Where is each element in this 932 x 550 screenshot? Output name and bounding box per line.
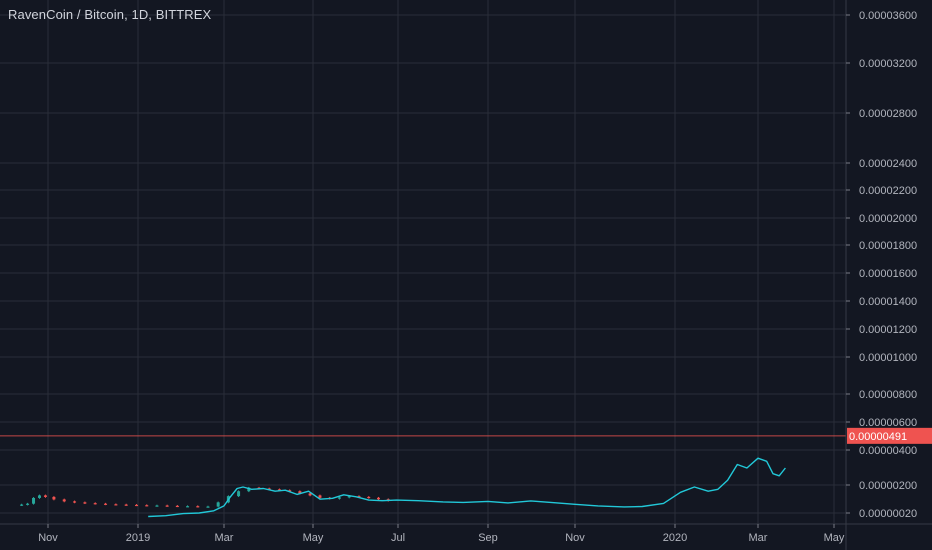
y-tick-label: 0.00001400: [859, 296, 917, 308]
candle-body: [43, 495, 47, 497]
candle-body: [216, 502, 220, 507]
candle-body: [376, 497, 380, 500]
comparison-line-series: [148, 457, 786, 518]
y-tick-label: 0.00000800: [859, 389, 917, 401]
candle-body: [20, 504, 24, 506]
candle-body: [175, 505, 179, 508]
y-tick-label: 0.00002200: [859, 185, 917, 197]
candle-body: [318, 495, 322, 498]
x-tick-label: Sep: [478, 532, 498, 544]
y-tick-label: 0.00002000: [859, 213, 917, 225]
y-tick-label: 0.00000400: [859, 445, 917, 457]
x-tick-label: May: [824, 532, 845, 544]
y-tick-label: 0.00002800: [859, 108, 917, 120]
candle-body: [32, 497, 36, 504]
candle-body: [337, 497, 341, 499]
candle-body: [206, 506, 210, 508]
y-tick-label: 0.00003200: [859, 58, 917, 70]
candle-body: [26, 503, 30, 505]
x-tick-label: May: [303, 532, 324, 544]
candle-body: [237, 491, 241, 497]
series-line: [148, 457, 786, 518]
candle-body: [308, 493, 312, 496]
y-tick-label: 0.00001800: [859, 240, 917, 252]
candle-body: [186, 506, 190, 508]
y-tick-label: 0.00002400: [859, 158, 917, 170]
candle-body: [62, 499, 66, 502]
y-tick-label: 0.00000020: [859, 508, 917, 520]
candle-body: [347, 496, 351, 498]
candle-body: [357, 496, 361, 498]
candle-body: [165, 505, 169, 507]
last-price-label: 0.00000491: [849, 431, 907, 443]
candle-body: [288, 490, 292, 492]
price-axis[interactable]: 0.00003600 0.00003200 0.00002800 0.00002400…: [846, 10, 917, 520]
candle-body: [267, 488, 271, 490]
time-axis[interactable]: Nov 2019 Mar May Jul Sep Nov 2020 Mar May: [38, 524, 845, 544]
x-tick-label: Jul: [391, 532, 405, 544]
candle-body: [83, 502, 87, 504]
candle-body: [135, 504, 139, 507]
candle-body: [52, 496, 56, 500]
candle-body: [247, 487, 251, 492]
x-tick-label: 2020: [663, 532, 687, 544]
last-price-badge: 0.00000491: [847, 427, 932, 444]
x-tick-label: 2019: [126, 532, 150, 544]
y-tick-label: 0.00000200: [859, 480, 917, 492]
candle-body: [367, 496, 371, 499]
candle-body: [73, 501, 77, 503]
x-tick-label: Nov: [38, 532, 58, 544]
y-tick-label: 0.00000600: [859, 417, 917, 429]
grid-layer: [0, 0, 846, 524]
y-tick-label: 0.00001000: [859, 352, 917, 364]
candle-body: [145, 505, 149, 507]
candle-body: [114, 504, 118, 506]
chart-title: RavenCoin / Bitcoin, 1D, BITTREX: [8, 7, 212, 22]
candle-body: [155, 505, 159, 507]
x-tick-label: Nov: [565, 532, 585, 544]
candle-body: [104, 503, 108, 505]
y-tick-label: 0.00001200: [859, 324, 917, 336]
last-price-badge-bg: [847, 427, 932, 444]
candle-body: [196, 506, 200, 508]
candle-body: [124, 504, 128, 506]
candle-body: [298, 491, 302, 494]
y-tick-label: 0.00003600: [859, 10, 917, 22]
x-tick-label: Mar: [215, 532, 234, 544]
candle-body: [37, 495, 41, 498]
candle-body: [277, 489, 281, 491]
x-tick-label: Mar: [749, 532, 768, 544]
candle-body: [93, 503, 97, 505]
y-tick-label: 0.00001600: [859, 268, 917, 280]
